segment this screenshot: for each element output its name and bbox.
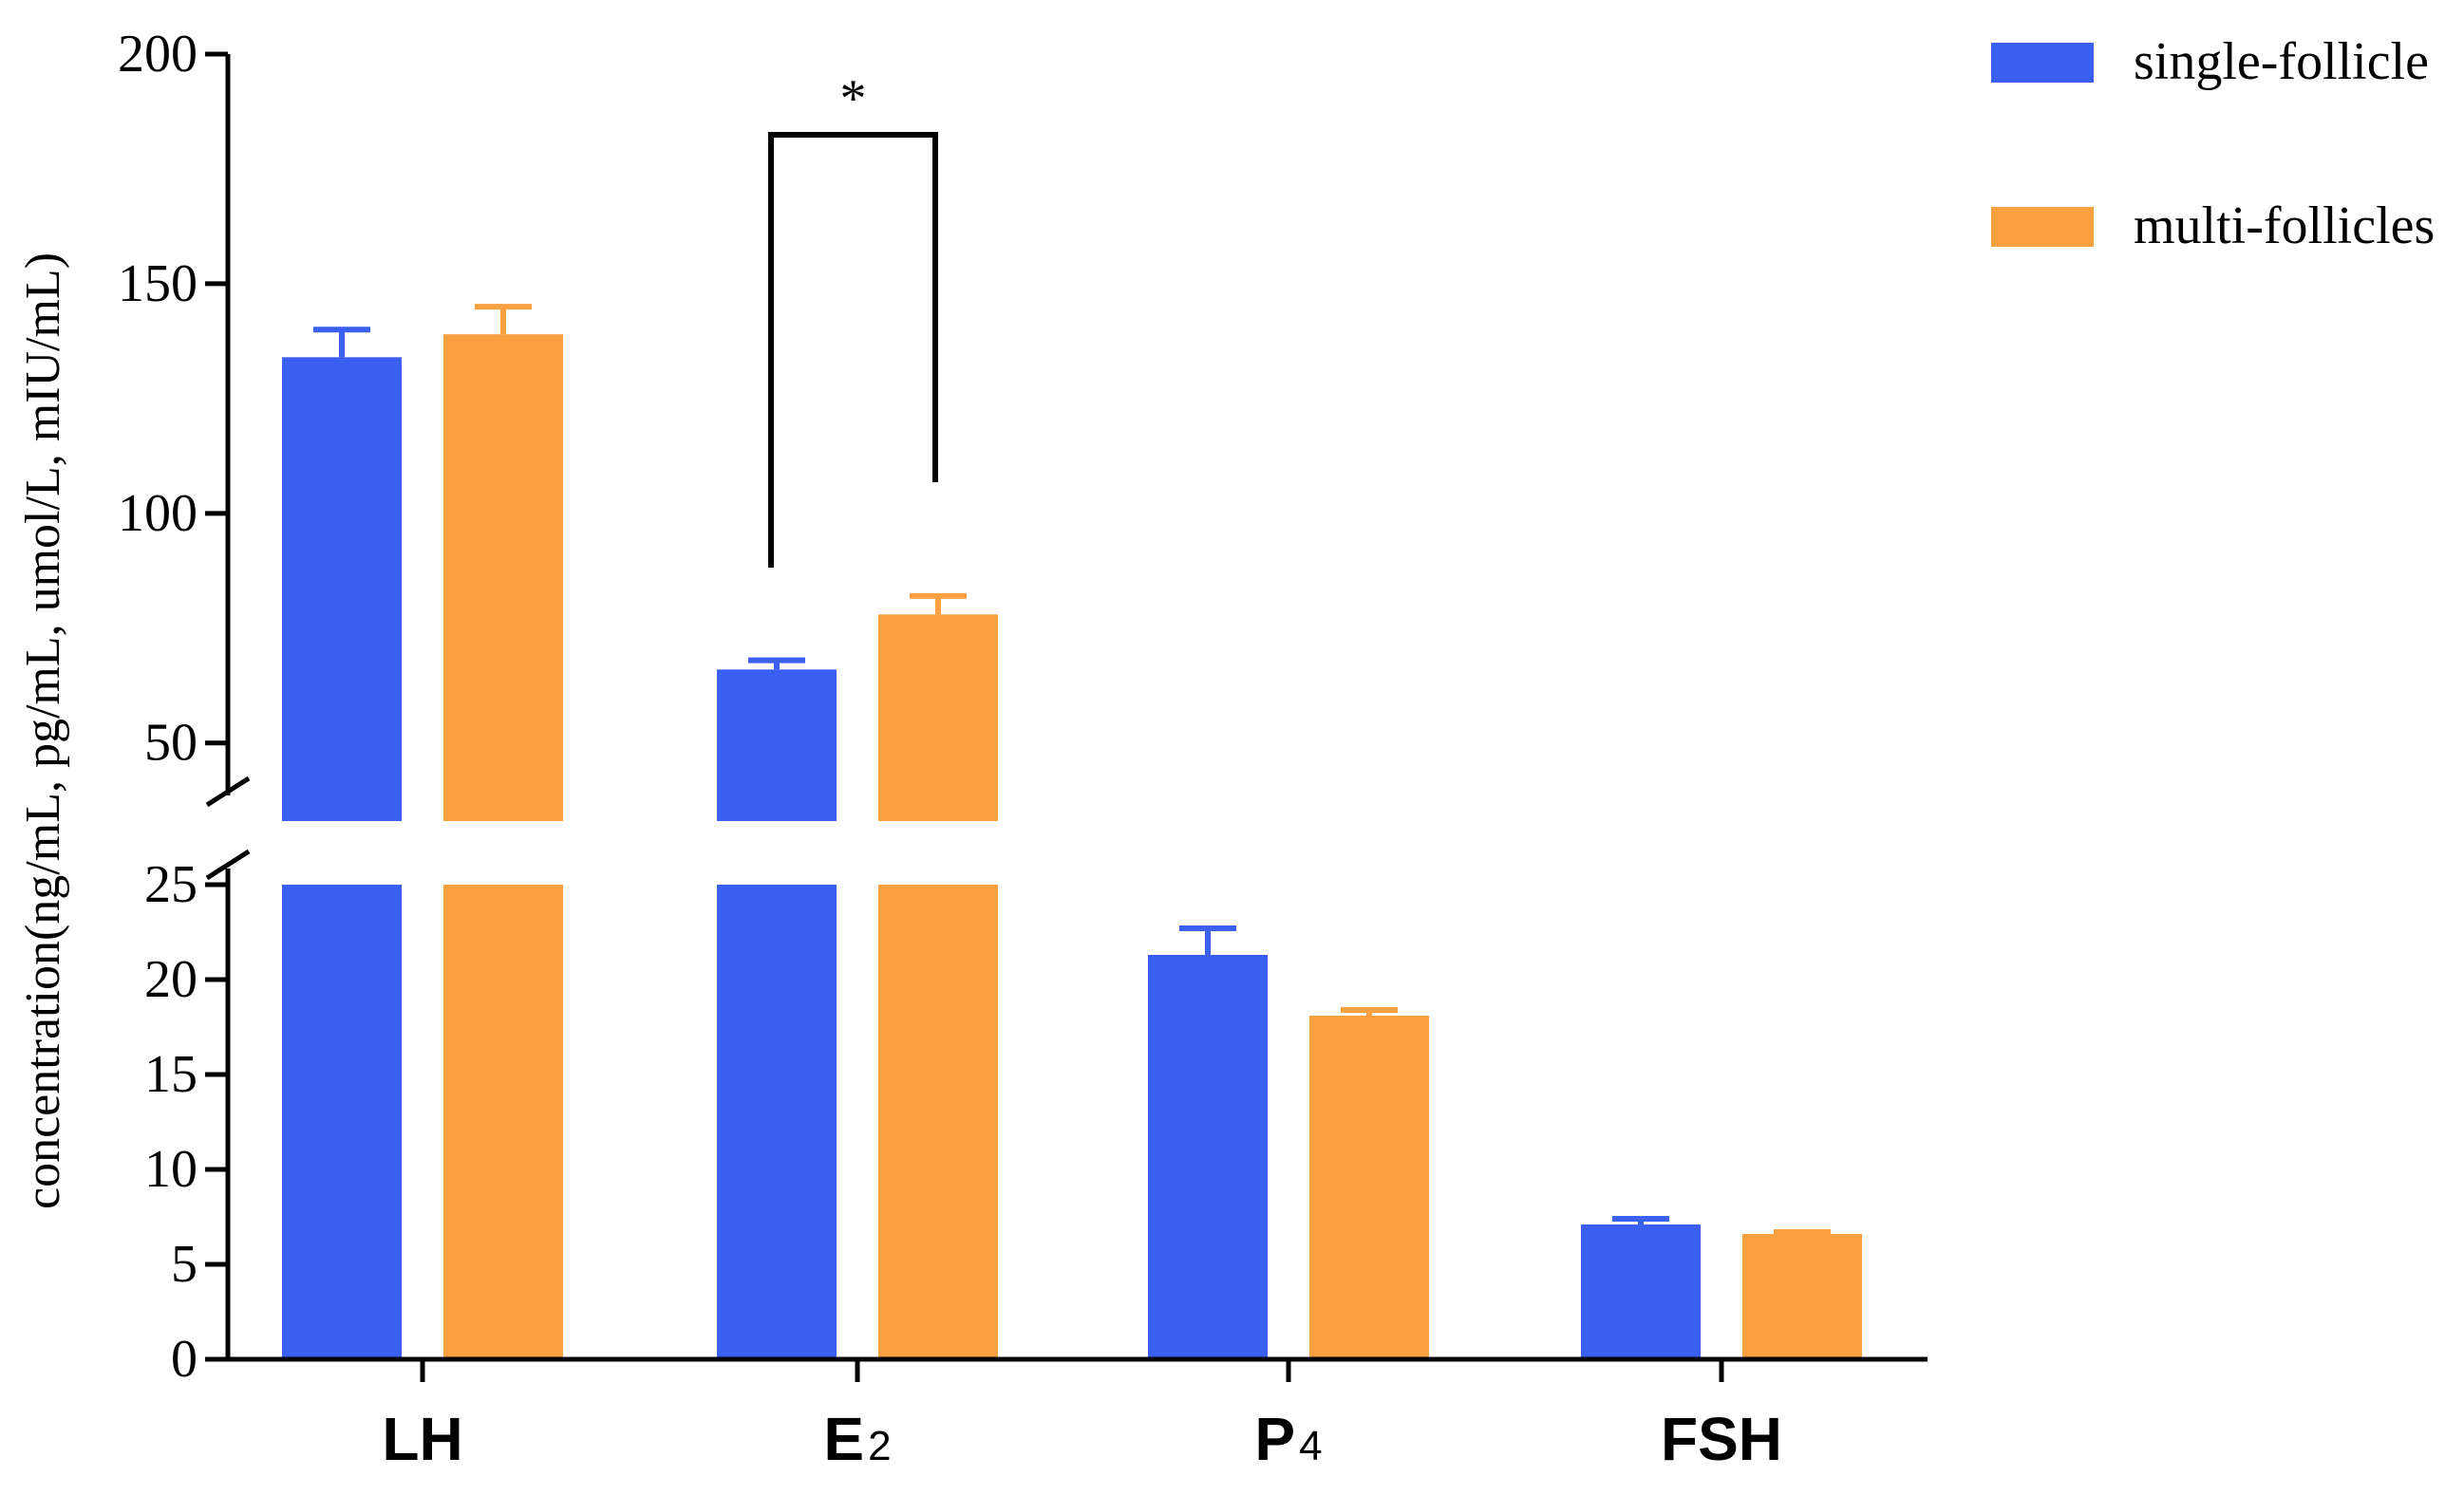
bar-p4-series-1 — [1309, 1016, 1429, 1359]
category-label: E2 — [823, 1405, 891, 1473]
y-tick-label: 10 — [144, 1140, 197, 1199]
axes — [205, 54, 1928, 1382]
legend-label-series-1: multi-follicles — [2134, 196, 2435, 255]
y-tick-label: 150 — [118, 254, 197, 313]
category-label: P4 — [1254, 1405, 1322, 1473]
bar-e2-series-1-upper — [878, 614, 998, 821]
bar-lh-series-1-upper — [443, 334, 563, 822]
bar-lh-series-1-lower — [443, 885, 563, 1359]
y-tick-label: 200 — [118, 25, 197, 84]
significance-star: * — [840, 69, 867, 128]
y-axis-title: concentration(ng/mL, pg/mL, umol/L, mIU/… — [16, 252, 70, 1209]
category-labels: LH E2 P4 FSH — [382, 1405, 1782, 1473]
bar-e2-series-0-lower — [717, 885, 837, 1359]
significance-bracket — [768, 132, 938, 568]
bar-e2-series-0-upper — [717, 669, 837, 821]
bar-fsh-series-1 — [1742, 1234, 1862, 1359]
legend-label-series-0: single-follicle — [2134, 32, 2429, 91]
legend-swatch-series-0 — [1991, 43, 2094, 83]
category-label: FSH — [1661, 1405, 1782, 1473]
bar-p4-series-0 — [1148, 955, 1268, 1359]
bars — [282, 304, 1862, 1359]
category-label: LH — [382, 1405, 462, 1473]
bar-lh-series-0-upper — [282, 357, 402, 821]
bar-lh-series-0-lower — [282, 885, 402, 1359]
y-tick-label: 50 — [144, 714, 197, 773]
legend: single-follicle multi-follicles — [1991, 32, 2435, 255]
upper-axis-ticks: 50 100 150 200 — [118, 25, 228, 773]
annotations: * — [768, 69, 938, 568]
lower-axis-ticks: 0 5 10 15 20 25 — [144, 855, 228, 1389]
y-tick-label: 15 — [144, 1045, 197, 1104]
y-tick-label: 25 — [144, 855, 197, 914]
y-tick-label: 20 — [144, 950, 197, 1009]
bar-e2-series-1-lower — [878, 885, 998, 1359]
axis-break-mark-upper — [205, 776, 251, 808]
y-tick-label: 5 — [171, 1235, 197, 1294]
bar-fsh-series-0 — [1581, 1224, 1701, 1359]
legend-swatch-series-1 — [1991, 207, 2094, 247]
y-tick-label: 100 — [118, 484, 197, 543]
axis-break-mark-lower — [205, 849, 251, 881]
y-tick-label: 0 — [171, 1330, 197, 1389]
